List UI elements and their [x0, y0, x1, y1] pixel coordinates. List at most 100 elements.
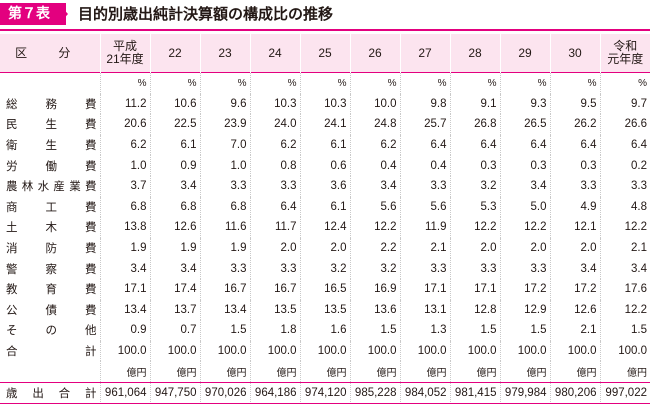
table-cell: 億円: [549, 361, 600, 383]
table-cell: 1.5: [449, 320, 500, 341]
table-cell: 0.3: [499, 155, 550, 176]
table-cell: 970,026: [199, 381, 250, 404]
row-label: 土木費: [6, 222, 97, 235]
table-row: 合計 100.0 100.0 100.0 100.0 100.0 100.0 100.0 100…: [0, 340, 650, 362]
table-cell: 2.2: [349, 237, 400, 259]
table-cell: %: [599, 72, 650, 94]
row-label: 合計: [6, 346, 97, 359]
table-cell: 2.0: [299, 237, 350, 259]
table-cell: 億円: [149, 361, 200, 383]
table-cell: 2.0: [249, 237, 300, 259]
row-label: 衛生費: [6, 140, 97, 153]
table-cell: 1.9: [199, 237, 250, 259]
table-body: %%%%%%%%%%% 総務費 11.2 10.6 9.6 10.3 10.3 10.0 9.8…: [0, 72, 650, 404]
table-cell: 1.9: [99, 237, 150, 259]
table-cell: 10.6: [149, 93, 200, 115]
table-cell: 25.7: [399, 114, 450, 135]
table-cell: 億円: [449, 361, 500, 383]
table-header-row: 区 分 平成 21年度 22 23 24 25 26 27 28 29 30 令和 元年度: [0, 34, 650, 73]
table-cell: 0.7: [149, 320, 200, 341]
table-cell: 9.8: [399, 93, 450, 115]
table-cell: 5.6: [349, 196, 400, 218]
table-cell: 3.3: [499, 258, 550, 279]
column-header-text: 元年度: [607, 52, 644, 66]
table-cell: 2.0: [449, 237, 500, 259]
table-cell: 26.2: [549, 114, 600, 135]
table-cell: 3.3: [399, 258, 450, 279]
table-row: 土木費 13.8 12.6 11.6 11.7 12.4 12.2 11.9 12.2 12.2 1…: [0, 217, 650, 238]
table-cell: 3.4: [349, 175, 400, 197]
table-cell: 13.1: [399, 299, 450, 321]
column-header-text: 29: [518, 45, 532, 60]
table-cell: 9.6: [199, 93, 250, 115]
column-header: 令和 元年度: [599, 34, 650, 73]
table-cell: 26.6: [599, 114, 650, 135]
unit-row-percent: %%%%%%%%%%%: [0, 72, 650, 94]
table-cell: 3.4: [149, 175, 200, 197]
column-header: 28: [449, 34, 500, 73]
table-cell: 13.5: [249, 299, 300, 321]
column-header-text: 令和: [613, 39, 638, 53]
table-cell: 24.1: [299, 114, 350, 135]
table-cell: 3.3: [199, 258, 250, 279]
table-cell: 13.7: [149, 299, 200, 321]
table-cell: 3.3: [249, 175, 300, 197]
table-cell: 17.6: [599, 278, 650, 300]
table-cell: 6.8: [199, 196, 250, 218]
table-cell: 1.0: [99, 155, 150, 176]
table-cell: 億円: [199, 361, 250, 383]
row-label: 警察費: [6, 263, 97, 276]
table-cell: 1.8: [249, 320, 300, 341]
table-cell: 12.2: [349, 217, 400, 238]
table-cell: 1.5: [199, 320, 250, 341]
table-cell: 3.4: [499, 175, 550, 197]
table-cell: 億円: [349, 361, 400, 383]
table-cell: 1.6: [299, 320, 350, 341]
table-cell: 979,984: [499, 381, 550, 404]
table-cell: 3.3: [199, 175, 250, 197]
table-cell: 16.5: [299, 278, 350, 300]
table-cell: 2.1: [549, 320, 600, 341]
table-cell: 13.8: [99, 217, 150, 238]
table-cell: 6.4: [599, 134, 650, 156]
table-cell: 3.3: [399, 175, 450, 197]
table-cell: 6.4: [549, 134, 600, 156]
table-cell: 5.0: [499, 196, 550, 218]
table-bottom-rule: [0, 403, 650, 404]
table-cell: 億円: [299, 361, 350, 383]
table-row: 総務費 11.2 10.6 9.6 10.3 10.3 10.0 9.8 9.1 9.3 9.5 9.…: [0, 93, 650, 115]
table-cell: 0.8: [249, 155, 300, 176]
row-label: [0, 361, 100, 382]
table-cell: 0.9: [99, 320, 150, 341]
table-cell: 984,052: [399, 381, 450, 404]
row-label: 公債費: [6, 304, 97, 317]
table-cell: 3.7: [99, 175, 150, 197]
row-label: 消防費: [6, 243, 97, 256]
table-cell: 1.5: [499, 320, 550, 341]
table-cell: %: [299, 72, 350, 94]
table-cell: 11.7: [249, 217, 300, 238]
table-cell: 11.9: [399, 217, 450, 238]
table-cell: 1.3: [399, 320, 450, 341]
table-cell: 9.1: [449, 93, 500, 115]
table-cell: 6.1: [149, 134, 200, 156]
table-cell: 6.2: [249, 134, 300, 156]
table-cell: 0.3: [549, 155, 600, 176]
table-cell: 16.9: [349, 278, 400, 300]
row-label: 総務費: [6, 98, 97, 111]
table-cell: 100.0: [249, 340, 300, 362]
table-cell: 億円: [399, 361, 450, 383]
table-cell: 100.0: [149, 340, 200, 362]
table-cell: 100.0: [449, 340, 500, 362]
table-cell: %: [549, 72, 600, 94]
table-cell: 997,022: [599, 381, 650, 404]
table-cell: 億円: [499, 361, 550, 383]
table-cell: 13.4: [99, 299, 150, 321]
table-cell: 6.1: [299, 196, 350, 218]
table-cell: 12.9: [499, 299, 550, 321]
table-cell: 17.1: [399, 278, 450, 300]
table-cell: 3.4: [149, 258, 200, 279]
table-cell: 100.0: [599, 340, 650, 362]
table-cell: 6.8: [149, 196, 200, 218]
table-cell: 4.9: [549, 196, 600, 218]
